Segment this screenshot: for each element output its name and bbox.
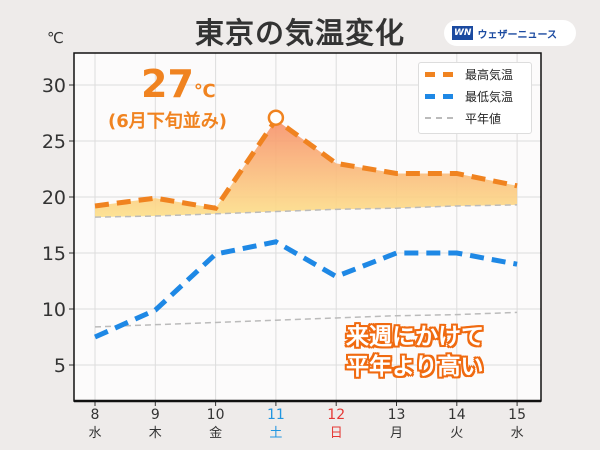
y-tick-label: 20: [42, 187, 66, 209]
legend: 最高気温 最低気温 平年値: [418, 62, 532, 134]
weekday-label: 日: [330, 426, 343, 441]
weathernews-logo: WN ウェザーニュース: [444, 20, 576, 46]
peak-annotation: 27℃: [141, 62, 216, 106]
x-tick-label: 12: [327, 407, 345, 423]
weekday-label: 月: [390, 426, 403, 441]
legend-item-max: 最高気温: [419, 63, 531, 85]
legend-item-min: 最低気温: [419, 85, 531, 107]
x-tick-label: 13: [388, 407, 406, 423]
x-tick-label: 15: [508, 407, 526, 423]
x-tick-label: 11: [267, 407, 285, 423]
peak-unit: ℃: [193, 81, 216, 102]
y-tick-label: 15: [42, 243, 66, 265]
logo-mark: WN: [452, 26, 474, 40]
legend-item-normal: 平年値: [419, 107, 531, 129]
x-tick-label: 14: [448, 407, 466, 423]
comment-annotation: 来週にかけて 平年より高い: [346, 322, 484, 382]
x-tick-label: 10: [207, 407, 225, 423]
weekday-label: 土: [269, 426, 282, 441]
y-tick-label: 5: [54, 355, 66, 377]
above-normal-area: [95, 119, 518, 218]
peak-marker: [267, 109, 285, 126]
legend-label: 最低気温: [465, 89, 514, 104]
x-tick-label: 8: [91, 407, 100, 423]
x-tick-label: 9: [151, 407, 160, 423]
peak-note: (6月下旬並み): [108, 111, 227, 132]
comment-line1: 来週にかけて: [346, 324, 484, 350]
weekday-label: 水: [511, 426, 524, 441]
peak-value: 27: [141, 62, 194, 106]
weekday-label: 水: [88, 426, 101, 441]
logo-text: ウェザーニュース: [477, 29, 557, 41]
min-temp-line: [93, 239, 518, 340]
y-tick-label: 30: [42, 75, 66, 97]
max-temp-line: [94, 116, 518, 211]
comment-line2: 平年より高い: [346, 354, 484, 380]
weekday-label: 火: [450, 426, 463, 441]
legend-label: 最高気温: [465, 67, 514, 82]
normal-high-line: [94, 204, 518, 218]
y-tick-label: 25: [42, 131, 66, 153]
legend-label: 平年値: [465, 111, 502, 126]
weekday-label: 木: [149, 426, 162, 441]
normal-low-line: [94, 311, 518, 328]
chart-title: 東京の気温変化: [194, 16, 405, 50]
y-axis-unit: ℃: [47, 29, 64, 47]
weekday-label: 金: [209, 425, 222, 441]
y-tick-label: 10: [42, 299, 66, 321]
